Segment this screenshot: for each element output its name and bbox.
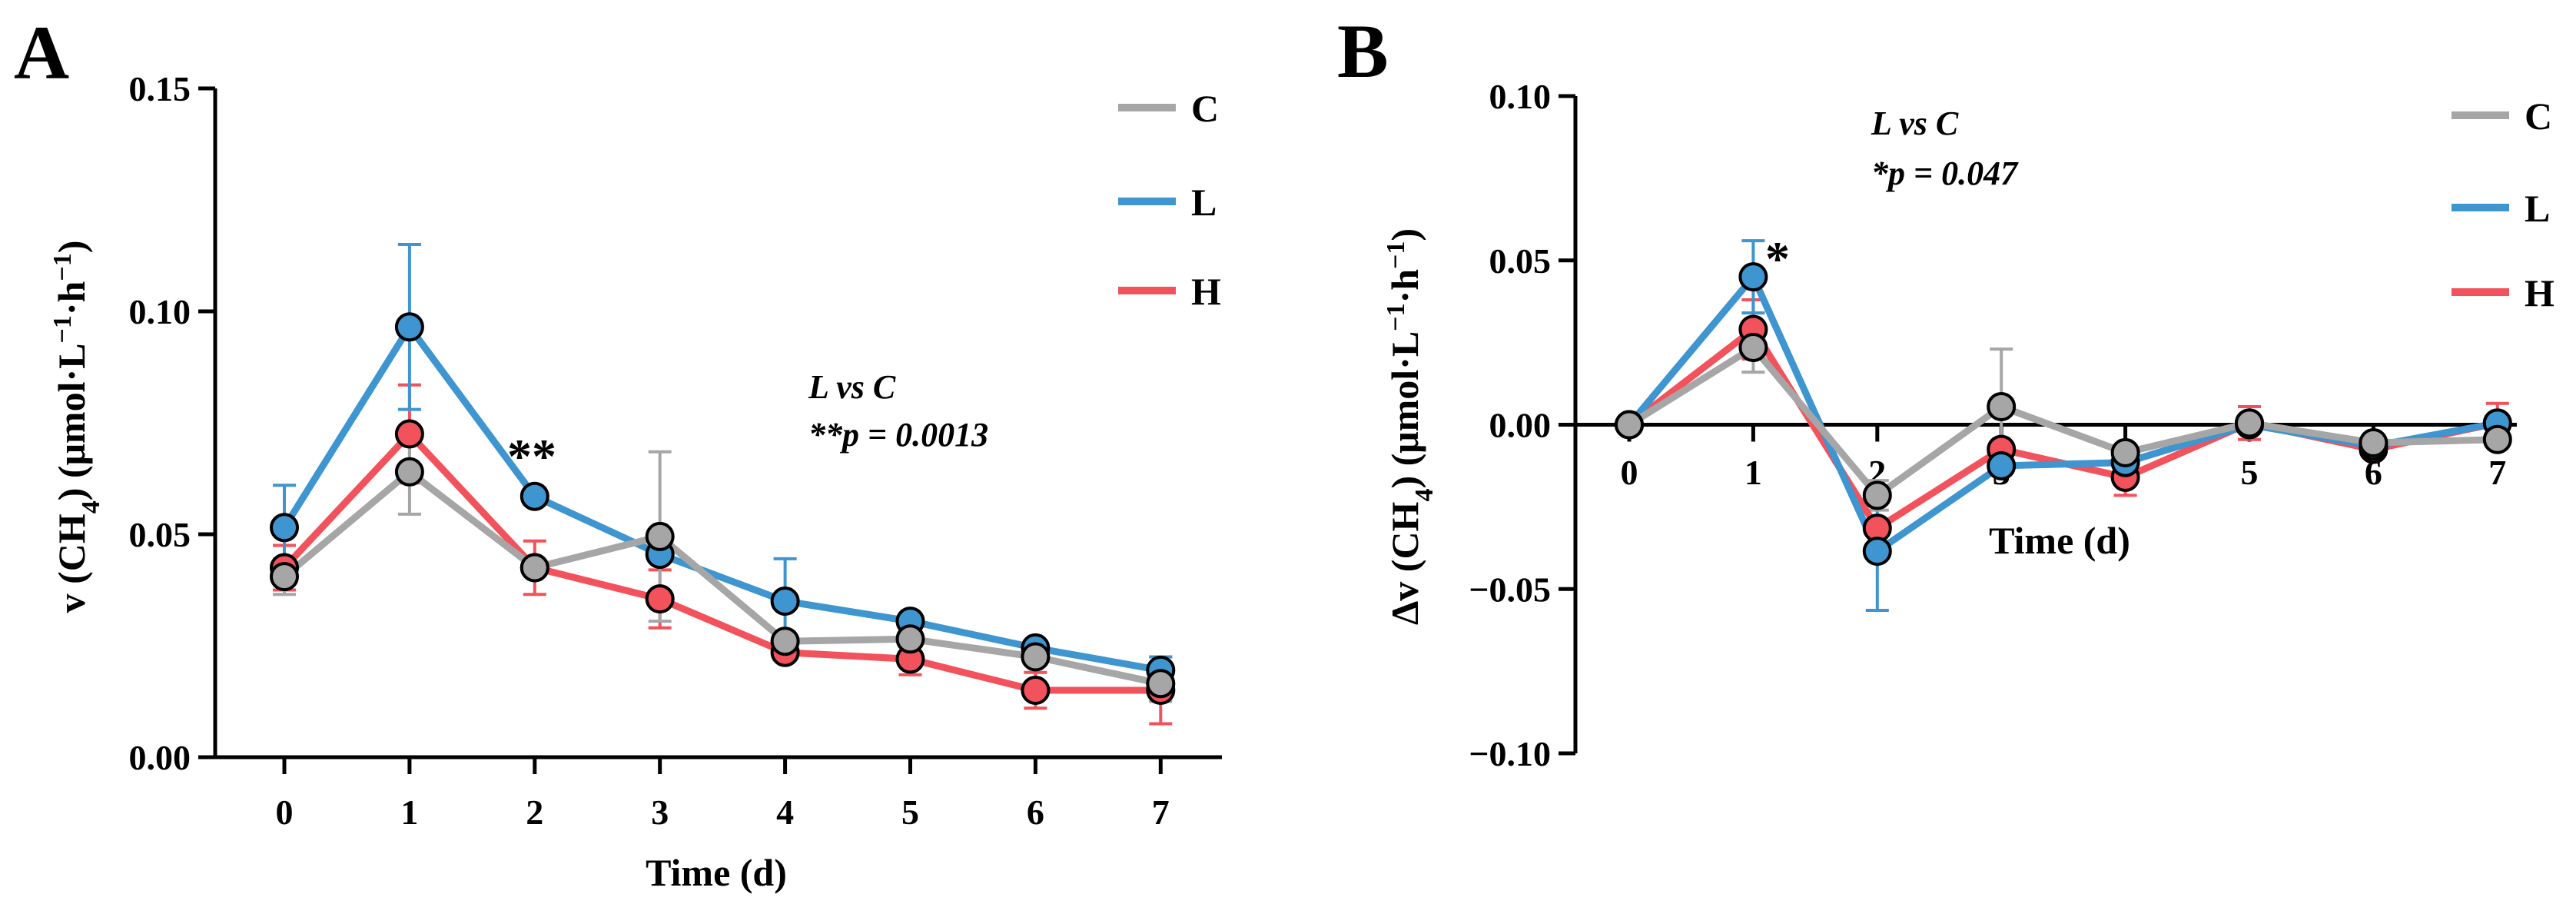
panel-a: A 0.00 0.05 0.10 0.15 0 1 2 3 4 5 6 7 Time (d) v (C… [14, 10, 1222, 894]
data-point-L [1738, 262, 1768, 292]
data-point-L [270, 513, 299, 543]
panel-b-letter: B [1337, 8, 1389, 94]
data-point-C [1021, 642, 1051, 672]
data-point-C [2482, 424, 2512, 454]
data-point-C [2110, 437, 2140, 467]
series-line-L [281, 323, 1162, 674]
panel-b-ylabel-sup: −1 [1382, 241, 1410, 269]
panel-b-significance-marker: * [1765, 231, 1790, 286]
panel-b-series [1615, 239, 2512, 613]
data-point-C [645, 521, 675, 551]
x-tick-label: 6 [1027, 793, 1044, 832]
data-point-C [1738, 333, 1768, 363]
y-tick-label: 0.15 [129, 69, 191, 108]
legend-label-C: C [2525, 95, 2552, 138]
panel-a-series [270, 243, 1176, 726]
panel-b-ylabel-part: ) (μmol·L [1383, 331, 1426, 489]
y-tick-label: −0.10 [1469, 734, 1551, 773]
panel-b: B −0.10−0.050.000.050.1001234567 Time (d… [1337, 8, 2554, 773]
y-tick-label: −0.05 [1469, 570, 1551, 609]
data-point-C [2359, 428, 2388, 458]
series-line-H [281, 430, 1161, 694]
y-tick-label: 0.00 [1489, 406, 1552, 445]
x-tick-label: 5 [2241, 453, 2259, 492]
data-point-C [270, 562, 299, 592]
data-point-L [770, 587, 800, 616]
data-point-C [1987, 391, 2017, 421]
panel-b-ylabel-part: Δv (CH [1383, 501, 1426, 625]
panel-b-legend: C LH [2452, 95, 2554, 314]
data-point-L [1987, 450, 2017, 480]
data-point-C [520, 553, 549, 583]
y-tick-label: 0.05 [1489, 241, 1552, 281]
x-tick-label: 5 [901, 793, 919, 832]
legend-label-H: H [2525, 271, 2554, 314]
data-point-C [394, 457, 424, 487]
panel-a-significance-marker: ** [507, 429, 556, 484]
panel-a-annotation-comparison: L vs C [808, 368, 896, 406]
panel-b-x-axis-title: Time (d) [1989, 519, 2130, 562]
y-tick-label: 0.00 [129, 738, 191, 777]
data-point-H [1021, 676, 1051, 705]
data-point-H [645, 584, 675, 614]
y-tick-label: 0.10 [129, 292, 191, 331]
legend-label-L: L [1191, 181, 1217, 224]
x-tick-label: 1 [1744, 453, 1762, 492]
panel-a-ylabel-part: v (CH [50, 514, 93, 613]
legend-label-L: L [2525, 187, 2550, 230]
panel-a-ylabel-sup: −1 [48, 315, 77, 343]
panel-a-ylabel-sup: −1 [48, 253, 77, 281]
panel-b-ylabel-sup: −1 [1382, 303, 1410, 331]
panel-b-ylabel-part: ) [1383, 228, 1426, 241]
panel-b-y-axis-title: Δv (CH4) (μmol·L−1·h−1) [1382, 228, 1439, 625]
data-point-C [770, 627, 800, 656]
panel-a-x-axis-title: Time (d) [646, 851, 787, 894]
x-tick-label: 1 [400, 793, 418, 832]
panel-a-ylabel-part: ) (μmol·L [50, 344, 93, 501]
legend-label-C: C [1191, 87, 1219, 130]
series-line-C [282, 468, 1162, 687]
data-point-C [2235, 408, 2264, 438]
panel-a-annotation-pvalue: **p = 0.0013 [808, 416, 988, 454]
panel-a-legend: C L H [1118, 87, 1221, 313]
y-tick-label: 0.05 [129, 515, 191, 554]
panel-a-ylabel-part: ·h [50, 281, 93, 315]
panel-b-annotation-pvalue: *p = 0.047 [1871, 155, 2019, 192]
x-tick-label: 7 [1152, 793, 1170, 832]
series-line-C [1627, 344, 2498, 499]
x-tick-label: 7 [2488, 453, 2506, 492]
x-tick-label: 4 [776, 793, 794, 832]
data-point-C [1146, 669, 1176, 699]
legend-label-H: H [1191, 270, 1221, 313]
data-point-C [1862, 480, 1892, 510]
panel-b-ylabel-sub: 4 [1410, 489, 1439, 502]
panel-a-y-axis-title: v (CH4) (μmol·L−1·h−1) [48, 241, 105, 613]
x-tick-label: 0 [1621, 453, 1638, 492]
panel-b-annotation-comparison: L vs C [1871, 105, 1959, 142]
panel-b-ylabel-part: ·h [1383, 269, 1426, 304]
data-point-L [394, 312, 424, 342]
data-point-H [394, 419, 424, 449]
panel-a-letter: A [14, 10, 69, 95]
x-tick-label: 3 [651, 793, 669, 832]
y-tick-label: 0.10 [1489, 77, 1552, 116]
data-point-C [895, 624, 925, 654]
data-point-L [1862, 537, 1892, 567]
x-tick-label: 2 [526, 793, 543, 832]
data-point-C [1615, 410, 1644, 440]
x-tick-label: 0 [276, 793, 294, 832]
data-point-L [520, 481, 549, 511]
panel-a-ylabel-sub: 4 [77, 500, 105, 514]
panel-a-ylabel-part: ) [50, 241, 93, 254]
panel-a-axes: 0.00 0.05 0.10 0.15 0 1 2 3 4 5 6 7 [129, 69, 1222, 832]
